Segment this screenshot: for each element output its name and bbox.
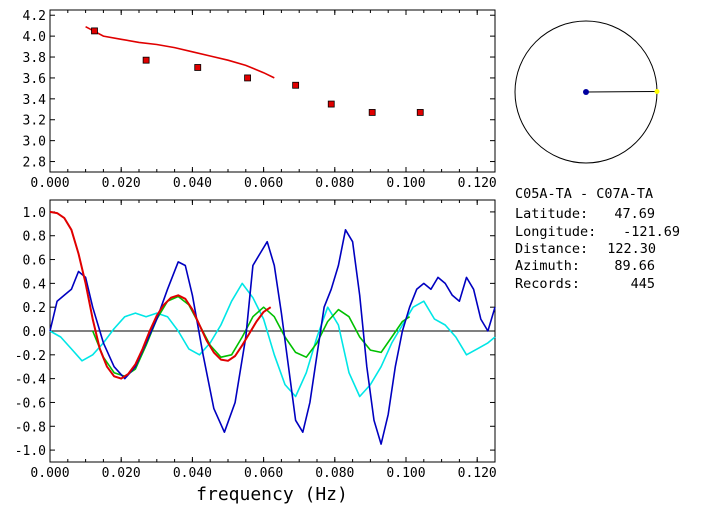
latitude-label: Latitude:	[515, 206, 588, 222]
x-tick-label: 0.100	[386, 466, 425, 481]
azimuth-map	[514, 20, 660, 164]
x-tick-label: 0.000	[30, 176, 69, 191]
y-tick-label: 3.6	[23, 72, 46, 87]
azimuth-line	[585, 91, 658, 93]
longitude-label: Longitude:	[515, 224, 596, 240]
velocity-chart-frame	[49, 9, 496, 173]
velocity-chart-x-ticks: 0.000 0.020 0.040 0.060 0.080 0.100 0.120	[30, 10, 497, 191]
y-tick-label: 4.2	[23, 9, 46, 24]
correlation-chart-y-ticks: 1.0 0.8 0.6 0.4 0.2 0.0 -0.2 -0.4 -0.6 -0.8 -1.0	[15, 206, 495, 459]
info-panel: C05A-TA - C07A-TA Latitude: 47.69 Longit…	[515, 186, 680, 292]
green-series-line	[91, 295, 411, 378]
y-tick-label: 0.8	[23, 230, 46, 245]
y-tick-label: 3.4	[23, 93, 47, 108]
station-marker	[654, 89, 660, 94]
x-tick-label: 0.080	[315, 176, 354, 191]
velocity-chart-series	[85, 25, 424, 116]
correlation-chart-x-ticks: 0.000 0.020 0.040 0.060 0.080 0.100 0.120	[30, 200, 497, 481]
y-tick-label: 0.0	[23, 325, 46, 340]
y-tick-label: 1.0	[23, 206, 46, 221]
x-tick-label: 0.060	[244, 466, 283, 481]
x-tick-label: 0.060	[244, 176, 283, 191]
y-tick-label: 3.0	[23, 135, 46, 150]
x-axis-label: frequency (Hz)	[196, 484, 348, 505]
velocity-data-point	[91, 27, 98, 35]
x-tick-label: 0.040	[173, 176, 212, 191]
y-tick-label: 4.0	[23, 30, 46, 45]
y-tick-label: -1.0	[15, 444, 46, 459]
distance-label: Distance:	[515, 241, 588, 257]
x-tick-label: 0.120	[458, 176, 497, 191]
correlation-chart: 1.0 0.8 0.6 0.4 0.2 0.0 -0.2 -0.4 -0.6 -0.8 -1.0 0…	[15, 199, 497, 505]
x-tick-label: 0.020	[102, 466, 141, 481]
y-tick-label: 0.6	[23, 254, 46, 269]
y-tick-label: 3.8	[23, 51, 46, 66]
x-tick-label: 0.120	[458, 466, 497, 481]
velocity-data-point	[368, 109, 376, 116]
velocity-model-curve	[85, 25, 275, 79]
azimuth-label: Azimuth:	[515, 258, 580, 274]
velocity-data-point	[416, 109, 424, 116]
cyan-series-line	[49, 282, 496, 398]
x-tick-label: 0.020	[102, 176, 141, 191]
x-tick-label: 0.040	[173, 466, 212, 481]
records-value: 445	[631, 276, 655, 292]
velocity-data-point	[244, 74, 251, 82]
y-tick-label: -0.6	[15, 396, 46, 411]
velocity-chart: 2.8 3.0 3.2 3.4 3.6 3.8 4.0 4.2 0.000 0.020 0.040…	[23, 9, 497, 191]
distance-value: 122.30	[607, 241, 656, 257]
longitude-value: -121.69	[623, 224, 680, 240]
azimuth-value: 89.66	[614, 258, 655, 274]
x-tick-label: 0.000	[30, 466, 69, 481]
y-tick-label: 0.4	[23, 277, 47, 292]
station-pair-title: C05A-TA - C07A-TA	[515, 186, 653, 202]
y-tick-label: 0.2	[23, 301, 46, 316]
y-tick-label: 2.8	[23, 156, 46, 171]
velocity-data-point	[142, 56, 150, 64]
blue-series-line	[49, 229, 496, 445]
velocity-data-point	[327, 100, 335, 108]
y-tick-label: -0.8	[15, 420, 46, 435]
red-series-line	[49, 210, 272, 380]
station-center-dot	[583, 89, 589, 95]
x-tick-label: 0.100	[386, 176, 425, 191]
velocity-chart-y-ticks: 2.8 3.0 3.2 3.4 3.6 3.8 4.0 4.2	[23, 9, 495, 171]
y-tick-label: -0.2	[15, 349, 46, 364]
velocity-data-point	[194, 64, 202, 71]
x-tick-label: 0.080	[315, 466, 354, 481]
y-tick-label: 3.2	[23, 114, 46, 129]
records-label: Records:	[515, 276, 580, 292]
latitude-value: 47.69	[614, 206, 655, 222]
correlation-chart-series	[49, 210, 496, 445]
velocity-data-point	[292, 81, 300, 89]
y-tick-label: -0.4	[15, 373, 46, 388]
